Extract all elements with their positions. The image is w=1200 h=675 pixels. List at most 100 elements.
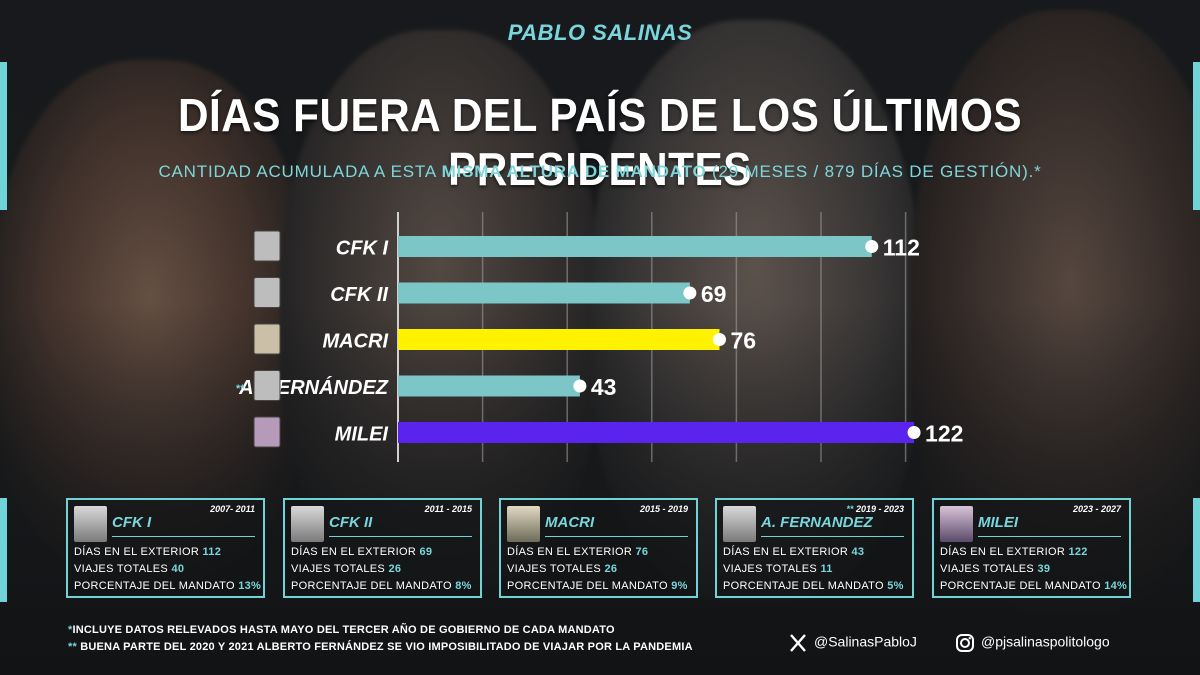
card-period: 2007- 2011 <box>210 504 255 514</box>
value-label: 122 <box>925 421 963 447</box>
dias-value: 122 <box>1068 546 1088 558</box>
subtitle-part2: (29 MESES / 879 DÍAS DE GESTIÓN).* <box>706 162 1042 181</box>
president-thumbnail <box>253 277 281 308</box>
value-label: 43 <box>591 374 617 400</box>
value-label: 112 <box>883 235 920 261</box>
category-label: CFK II <box>330 284 388 306</box>
bar-end-dot <box>907 426 921 439</box>
right-accent-bar <box>1193 62 1200 210</box>
viajes-label: VIAJES TOTALES <box>291 563 386 575</box>
pct-value: 13% <box>238 580 262 592</box>
cfk-photo <box>291 506 324 542</box>
footnote-1-text: INCLUYE DATOS RELEVADOS HASTA MAYO DEL T… <box>72 624 615 636</box>
instagram-handle-link[interactable]: @pjsalinaspolitologo <box>955 633 1110 653</box>
card-period: ** 2019 - 2023 <box>846 504 904 514</box>
card-period: 2015 - 2019 <box>640 504 688 514</box>
pct-label: PORCENTAJE DEL MANDATO <box>940 580 1101 592</box>
bar <box>398 422 915 443</box>
bar <box>398 329 720 350</box>
card-macri: MACRI 2015 - 2019 DÍAS EN EL EXTERIOR 76… <box>499 498 698 598</box>
card-period: 2011 - 2015 <box>425 504 472 514</box>
card-fernandez: A. FERNANDEZ ** 2019 - 2023 DÍAS EN EL E… <box>715 498 914 598</box>
card-dias: DÍAS EN EL EXTERIOR 122 <box>940 546 1088 558</box>
category-label: MILEI <box>335 424 389 446</box>
period-text: 2007- 2011 <box>210 504 255 514</box>
president-thumbnail <box>253 370 281 401</box>
bar-end-dot <box>865 240 879 253</box>
period-text: 2019 - 2023 <box>855 504 904 514</box>
milei-photo <box>940 506 973 542</box>
bar <box>398 236 872 257</box>
dias-value: 43 <box>851 546 865 558</box>
bar <box>398 282 690 304</box>
category-label: CFK I <box>336 238 389 260</box>
macri-photo <box>507 506 540 542</box>
card-pct: PORCENTAJE DEL MANDATO 14% <box>940 580 1127 592</box>
card-pct: PORCENTAJE DEL MANDATO 9% <box>507 580 688 592</box>
right-accent-bar-bottom <box>1193 498 1200 602</box>
chart-title: DÍAS FUERA DEL PAÍS DE LOS ÚLTIMOS PRESI… <box>177 89 1023 195</box>
period-marker: ** <box>846 504 854 514</box>
dias-value: 112 <box>202 546 222 558</box>
card-rule <box>761 536 904 537</box>
period-text: 2015 - 2019 <box>639 504 688 514</box>
pct-value: 14% <box>1104 580 1128 592</box>
x-handle: @SalinasPabloJ <box>814 633 917 650</box>
card-cfk-i: CFK I 2007- 2011 DÍAS EN EL EXTERIOR 112… <box>66 498 265 598</box>
bar <box>398 375 580 397</box>
card-name: CFK I <box>112 514 152 531</box>
cfk-photo <box>74 506 107 542</box>
pct-label: PORCENTAJE DEL MANDATO <box>291 580 452 592</box>
president-thumbnail <box>253 416 281 448</box>
card-rule <box>329 536 472 537</box>
period-text: 2023 - 2027 <box>1072 504 1121 514</box>
card-dias: DÍAS EN EL EXTERIOR 112 <box>74 546 221 558</box>
card-period: 2023 - 2027 <box>1073 504 1121 514</box>
instagram-icon <box>956 634 974 652</box>
subtitle-part1: CANTIDAD ACUMULADA A ESTA <box>158 162 442 181</box>
card-rule <box>112 536 255 537</box>
category-label: MACRI <box>322 331 388 353</box>
president-thumbnail <box>253 230 281 262</box>
card-pct: PORCENTAJE DEL MANDATO 5% <box>723 580 904 592</box>
bar-end-dot <box>712 333 726 346</box>
card-viajes: VIAJES TOTALES 40 <box>74 563 184 575</box>
x-handle-link[interactable]: @SalinasPabloJ <box>788 633 917 653</box>
viajes-value: 40 <box>171 563 185 575</box>
card-pct: PORCENTAJE DEL MANDATO 8% <box>291 580 472 592</box>
viajes-value: 11 <box>820 563 833 575</box>
pct-label: PORCENTAJE DEL MANDATO <box>507 580 668 592</box>
card-name: CFK II <box>329 514 373 531</box>
pct-value: 5% <box>887 580 904 592</box>
card-cfk-ii: CFK II 2011 - 2015 DÍAS EN EL EXTERIOR 6… <box>283 498 482 598</box>
card-name: MILEI <box>978 514 1018 531</box>
card-viajes: VIAJES TOTALES 26 <box>291 563 401 575</box>
value-label: 69 <box>701 281 727 307</box>
chart-subtitle: CANTIDAD ACUMULADA A ESTA MISMA ALTURA D… <box>0 162 1200 182</box>
pct-value: 8% <box>455 580 472 592</box>
author-name: PABLO SALINAS <box>507 20 693 45</box>
dias-value: 76 <box>635 546 649 558</box>
left-accent-bar <box>0 62 7 210</box>
pct-label: PORCENTAJE DEL MANDATO <box>723 580 884 592</box>
viajes-value: 26 <box>604 563 618 575</box>
president-thumbnail <box>253 323 281 355</box>
card-rule <box>545 536 688 537</box>
card-dias: DÍAS EN EL EXTERIOR 76 <box>507 546 648 558</box>
bar-end-dot <box>573 379 587 393</box>
card-viajes: VIAJES TOTALES 39 <box>940 563 1050 575</box>
footnote-1: *INCLUYE DATOS RELEVADOS HASTA MAYO DEL … <box>68 624 615 636</box>
value-label: 76 <box>730 328 756 354</box>
instagram-handle: @pjsalinaspolitologo <box>981 633 1110 650</box>
viajes-value: 26 <box>388 563 402 575</box>
footnote-2-text: BUENA PARTE DEL 2020 Y 2021 ALBERTO FERN… <box>76 641 693 653</box>
card-rule <box>978 536 1121 537</box>
dias-label: DÍAS EN EL EXTERIOR <box>940 546 1066 558</box>
card-milei: MILEI 2023 - 2027 DÍAS EN EL EXTERIOR 12… <box>932 498 1131 598</box>
period-text: 2011 - 2015 <box>424 504 472 514</box>
dias-label: DÍAS EN EL EXTERIOR <box>74 546 200 558</box>
subtitle-bold: MISMA ALTURA DE MANDATO <box>441 162 707 181</box>
viajes-label: VIAJES TOTALES <box>507 563 602 575</box>
